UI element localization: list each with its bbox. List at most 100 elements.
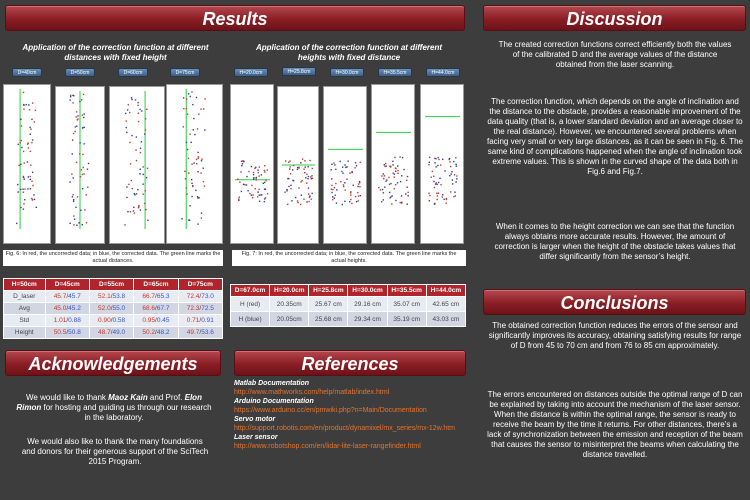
corrected-point bbox=[435, 166, 437, 168]
corrected-point bbox=[434, 162, 436, 164]
corrected-point bbox=[191, 182, 193, 185]
uncorrected-point bbox=[357, 191, 359, 194]
corrected-point bbox=[27, 188, 29, 190]
corrected-point bbox=[311, 175, 313, 177]
red-value: 45.7 bbox=[53, 293, 67, 300]
uncorrected-point bbox=[31, 141, 33, 144]
corrected-point bbox=[127, 210, 129, 213]
corrected-point bbox=[187, 93, 190, 95]
ack-text: and Prof. bbox=[147, 393, 185, 402]
corrected-point bbox=[339, 160, 341, 163]
uncorrected-point bbox=[385, 180, 387, 182]
uncorrected-point bbox=[239, 181, 241, 183]
red-value: 0.90 bbox=[98, 317, 111, 324]
plot-graphic bbox=[124, 91, 149, 229]
red-value: 66.7 bbox=[142, 293, 156, 300]
reference-link[interactable]: http://www.mathworks.com/help/matlab/ind… bbox=[234, 389, 390, 396]
uncorrected-point bbox=[341, 170, 343, 173]
uncorrected-point bbox=[397, 172, 399, 174]
uncorrected-point bbox=[309, 159, 311, 162]
corrected-point bbox=[135, 136, 138, 138]
uncorrected-point bbox=[354, 195, 357, 198]
corrected-point bbox=[392, 160, 394, 163]
corrected-point bbox=[87, 162, 90, 165]
reference-link[interactable]: http://support.robotis.com/en/product/dy… bbox=[234, 425, 455, 432]
corrected-point bbox=[407, 195, 409, 197]
reference-link[interactable]: http://www.robotshop.com/en/lidar-lite-l… bbox=[234, 443, 421, 450]
uncorrected-point bbox=[201, 158, 203, 160]
uncorrected-point bbox=[330, 188, 333, 190]
uncorrected-point bbox=[438, 158, 440, 161]
uncorrected-point bbox=[428, 156, 431, 159]
corrected-point bbox=[344, 200, 346, 203]
corrected-point bbox=[69, 99, 71, 101]
corrected-point bbox=[73, 95, 75, 97]
corrected-point bbox=[17, 143, 19, 146]
uncorrected-point bbox=[72, 132, 75, 135]
uncorrected-point bbox=[289, 173, 292, 175]
uncorrected-point bbox=[251, 196, 254, 199]
uncorrected-point bbox=[131, 187, 133, 190]
corrected-point bbox=[197, 223, 199, 225]
reference-link[interactable]: https://www.arduino.cc/en/pmwiki.php?n=M… bbox=[234, 407, 427, 414]
uncorrected-point bbox=[300, 162, 302, 164]
corrected-point bbox=[241, 163, 244, 165]
uncorrected-point bbox=[441, 196, 443, 198]
red-value: 50.5 bbox=[53, 329, 67, 336]
corrected-point bbox=[246, 175, 248, 178]
blue-value: 67.7 bbox=[156, 305, 170, 312]
blue-value: 50.8 bbox=[68, 329, 81, 336]
corrected-point bbox=[198, 197, 200, 199]
uncorrected-point bbox=[31, 180, 33, 183]
corrected-point bbox=[291, 169, 294, 171]
uncorrected-point bbox=[308, 200, 310, 203]
table-header-cell: D=45cm bbox=[44, 278, 90, 291]
corrected-point bbox=[81, 223, 83, 226]
corrected-point bbox=[455, 163, 457, 166]
distance-tag: D=75cm bbox=[170, 68, 200, 77]
corrected-point bbox=[433, 180, 435, 183]
corrected-point bbox=[442, 194, 444, 196]
corrected-point bbox=[137, 101, 139, 104]
red-value: 52.1 bbox=[98, 293, 111, 300]
uncorrected-point bbox=[142, 166, 144, 168]
corrected-point bbox=[31, 171, 34, 174]
corrected-point bbox=[344, 164, 346, 166]
corrected-point bbox=[144, 133, 146, 135]
distance-tag: D=60cm bbox=[118, 68, 148, 77]
uncorrected-point bbox=[258, 166, 261, 168]
corrected-point bbox=[29, 178, 32, 181]
corrected-point bbox=[397, 165, 399, 167]
height-tag: H=30.0cm bbox=[330, 68, 364, 77]
corrected-point bbox=[83, 113, 85, 115]
corrected-point bbox=[69, 95, 72, 98]
corrected-point bbox=[197, 171, 199, 173]
corrected-point bbox=[389, 191, 391, 194]
corrected-point bbox=[245, 184, 248, 186]
corrected-point bbox=[260, 174, 263, 176]
blue-value: 0.91 bbox=[201, 317, 214, 324]
uncorrected-point bbox=[197, 156, 200, 158]
uncorrected-point bbox=[392, 172, 394, 174]
uncorrected-point bbox=[204, 98, 206, 100]
conclusions-paragraph: The obtained correction function reduces… bbox=[488, 321, 742, 350]
uncorrected-point bbox=[81, 173, 84, 176]
uncorrected-point bbox=[354, 167, 356, 169]
table-cell: H (blue) bbox=[229, 311, 271, 327]
uncorrected-point bbox=[249, 192, 251, 195]
corrected-point bbox=[391, 195, 393, 197]
corrected-point bbox=[200, 212, 203, 214]
corrected-point bbox=[288, 185, 290, 188]
uncorrected-point bbox=[433, 186, 436, 189]
corrected-point bbox=[345, 166, 347, 169]
uncorrected-point bbox=[449, 165, 452, 168]
table-row: Avg 45.0/45.2 52.0/55.0 68.6/67.7 72.3/7… bbox=[3, 302, 224, 315]
uncorrected-point bbox=[240, 171, 242, 173]
corrected-point bbox=[20, 188, 22, 191]
corrected-point bbox=[139, 173, 141, 175]
uncorrected-point bbox=[80, 99, 83, 101]
corrected-point bbox=[335, 168, 337, 171]
uncorrected-point bbox=[135, 149, 137, 151]
uncorrected-point bbox=[81, 114, 84, 116]
table-cell: 25.67 cm bbox=[308, 296, 349, 312]
